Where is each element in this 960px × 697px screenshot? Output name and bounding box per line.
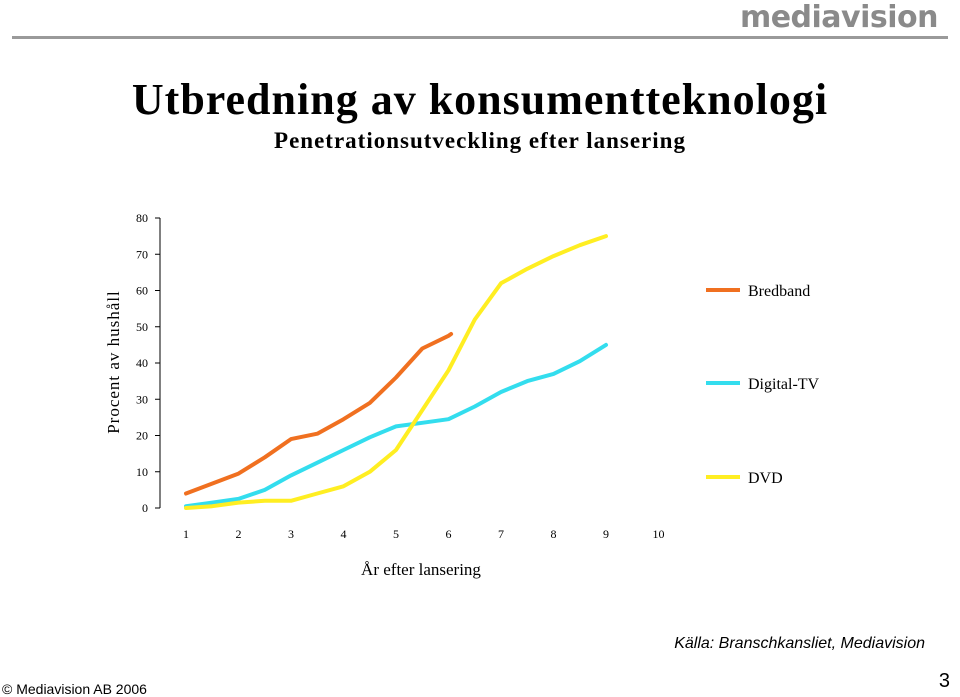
y-tick-label: 20	[136, 429, 148, 443]
legend-label: Digital-TV	[748, 376, 820, 393]
series-line-bredband	[184, 332, 454, 496]
legend-label: DVD	[748, 470, 783, 487]
header-rule	[12, 36, 948, 39]
y-tick-label: 80	[136, 211, 148, 225]
x-tick-label: 6	[446, 527, 452, 541]
x-tick-label: 1	[183, 527, 189, 541]
y-axis-label: Procent av hushåll	[104, 290, 123, 434]
x-tick-label: 7	[498, 527, 504, 541]
mediavision-logo: mediavision	[739, 0, 939, 35]
source-note: Källa: Branschkansliet, Mediavision	[674, 635, 925, 652]
page-number: 3	[938, 670, 950, 692]
series-line-dvd	[184, 234, 608, 510]
copyright-note: © Mediavision AB 2006	[2, 681, 147, 697]
page-subtitle: Penetrationsutveckling efter lansering	[274, 128, 686, 153]
y-tick-label: 0	[142, 501, 148, 515]
x-tick-label: 4	[341, 527, 347, 541]
chart-legend: Bredband Digital-TV DVD	[706, 283, 820, 487]
x-tick-label: 8	[551, 527, 557, 541]
legend-label: Bredband	[748, 283, 810, 300]
chart-axes: 0 10 20 30 40 50 60 70 80 1 2 3 4 5 6 7 8 9 10	[136, 211, 665, 541]
chart-series	[184, 234, 608, 510]
x-tick-label: 5	[393, 527, 399, 541]
y-tick-label: 70	[136, 247, 148, 261]
x-tick-label: 2	[236, 527, 242, 541]
x-tick-label: 9	[603, 527, 609, 541]
x-tick-label: 3	[288, 527, 294, 541]
series-line-digital-tv	[184, 342, 608, 509]
page-title: Utbredning av konsumentteknologi	[131, 75, 829, 124]
y-tick-label: 60	[136, 284, 148, 298]
y-tick-label: 30	[136, 392, 148, 406]
y-tick-label: 10	[136, 465, 148, 479]
y-tick-label: 40	[136, 356, 148, 370]
x-tick-label: 10	[653, 527, 665, 541]
y-tick-label: 50	[136, 320, 148, 334]
x-axis-label: År efter lansering	[361, 560, 481, 579]
